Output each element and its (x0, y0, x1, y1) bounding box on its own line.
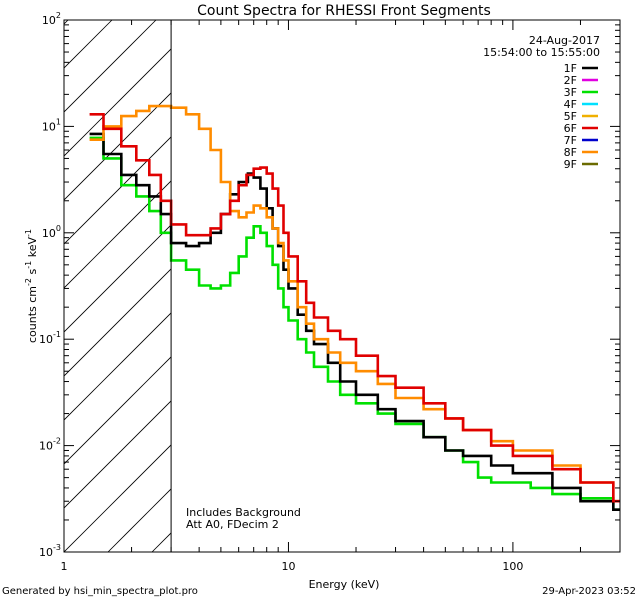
y-tick-label: 10-3 (39, 543, 61, 559)
legend-label-2f: 2F (564, 74, 577, 87)
hatch-line (548, 20, 640, 552)
annotation-attenuator: Att A0, FDecim 2 (186, 518, 279, 531)
hatch-line (0, 20, 24, 552)
y-tick-label: 10-2 (39, 437, 61, 453)
x-axis-label: Energy (keV) (309, 578, 380, 591)
plot-frame (63, 19, 621, 553)
y-tick-label: 100 (42, 224, 61, 240)
legend-label-1f: 1F (564, 62, 577, 75)
hatch-line (64, 268, 172, 377)
hatch-region (0, 20, 640, 552)
hatch-line (64, 180, 172, 289)
y-tick-label: 10-1 (39, 330, 61, 346)
hatch-line (64, 224, 172, 333)
x-tick-label: 1 (61, 560, 68, 573)
hatch-line (64, 92, 172, 201)
hatch-line (64, 312, 172, 421)
footer-timestamp: 29-Apr-2023 03:52 (542, 586, 636, 597)
hatch-line (284, 20, 640, 552)
hatch-line (328, 20, 640, 552)
y-tick-base: 10 (39, 546, 53, 559)
hatch-line (64, 400, 172, 509)
time-range-label: 15:54:00 to 15:55:00 (483, 46, 600, 59)
y-axis-label-unit: keV (26, 237, 39, 261)
hatch-line (107, 488, 172, 552)
series-1f (89, 132, 620, 511)
y-tick-label: 101 (42, 117, 61, 133)
hatch-line (64, 20, 157, 113)
series-8f (89, 104, 620, 503)
y-tick-exponent: 2 (56, 11, 61, 20)
y-tick-exponent: 0 (56, 224, 61, 233)
x-ticks: 1 10 100 (61, 20, 621, 573)
y-axis-label-exp1: -2 (24, 278, 33, 286)
y-tick-exponent: -3 (53, 543, 61, 552)
hatch-line (64, 20, 113, 69)
series-3f (89, 136, 620, 511)
annotation-background: Includes Background (186, 506, 301, 519)
x-tick-label: 100 (502, 560, 523, 573)
chart-title: Count Spectra for RHESSI Front Segments (197, 3, 491, 19)
date-label: 24-Aug-2017 (529, 34, 600, 47)
legend-label-7f: 7F (564, 134, 577, 147)
y-tick-base: 10 (42, 120, 56, 133)
y-axis-label-mid: s (26, 268, 39, 277)
legend-label-5f: 5F (564, 110, 577, 123)
y-tick-exponent: -1 (53, 330, 61, 339)
y-tick-base: 10 (42, 227, 56, 240)
hatch-line (372, 20, 640, 552)
hatch-line (592, 20, 640, 552)
y-axis-label: counts cm-2 s-1 keV-1 (24, 229, 39, 343)
y-tick-base: 10 (39, 440, 53, 453)
y-tick-label: 102 (42, 11, 61, 27)
info-block: 24-Aug-2017 15:54:00 to 15:55:00 (483, 34, 600, 59)
hatch-line (64, 48, 172, 157)
y-tick-exponent: 1 (56, 117, 61, 126)
footer-generated-by: Generated by hsi_min_spectra_plot.pro (2, 586, 198, 597)
y-axis-label-text: counts cm (26, 286, 39, 343)
y-tick-base: 10 (42, 14, 56, 27)
hatch-line (64, 356, 172, 465)
y-tick-exponent: -2 (53, 437, 61, 446)
hatch-line (64, 444, 172, 552)
y-axis-label-exp2: -1 (24, 261, 33, 269)
y-tick-base: 10 (39, 333, 53, 346)
legend-label-8f: 8F (564, 146, 577, 159)
legend-label-4f: 4F (564, 98, 577, 111)
series-lines (89, 104, 620, 511)
legend-label-6f: 6F (564, 122, 577, 135)
y-axis-label-exp3: -1 (24, 229, 33, 237)
hatch-line (636, 20, 640, 552)
x-tick-label: 10 (281, 560, 295, 573)
legend-label-9f: 9F (564, 158, 577, 171)
series-6f (89, 113, 620, 503)
legend-label-3f: 3F (564, 86, 577, 99)
